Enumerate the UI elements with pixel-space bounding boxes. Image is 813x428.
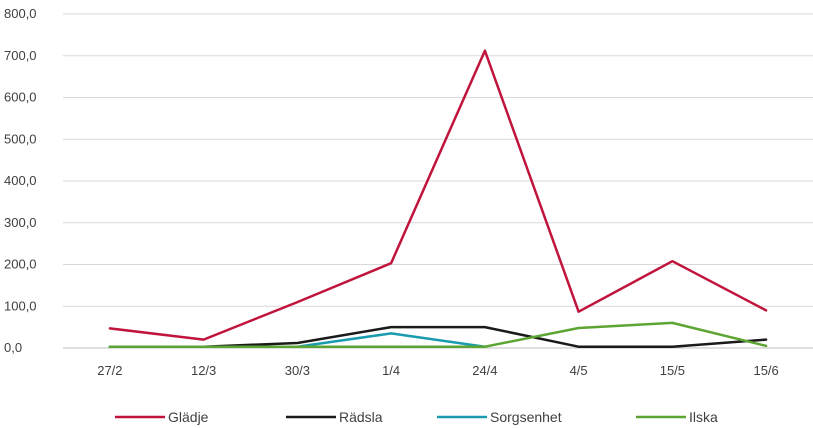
- x-tick-label: 15/5: [660, 363, 685, 378]
- legend: Glädje Rädsla Sorgsenhet Ilska: [115, 409, 718, 425]
- y-tick-label: 100,0: [4, 298, 37, 313]
- y-tick-label: 400,0: [4, 173, 37, 188]
- x-axis-ticks: 27/2 12/3 30/3 1/4 24/4 4/5 15/5 15/6: [97, 363, 779, 378]
- y-tick-label: 500,0: [4, 131, 37, 146]
- x-tick-label: 24/4: [472, 363, 497, 378]
- legend-label: Ilska: [689, 409, 718, 425]
- series-line-gl-dje: [108, 49, 768, 341]
- x-tick-label: 15/6: [753, 363, 778, 378]
- x-tick-label: 27/2: [97, 363, 122, 378]
- series-lines: [108, 49, 768, 348]
- y-axis-ticks: 0,0 100,0 200,0 300,0 400,0 500,0 600,0 700,0 80…: [4, 6, 37, 355]
- legend-label: Rädsla: [339, 409, 383, 425]
- y-tick-label: 700,0: [4, 48, 37, 63]
- legend-label: Sorgsenhet: [490, 409, 562, 425]
- y-tick-label: 600,0: [4, 90, 37, 105]
- series-line-ilska: [108, 321, 768, 348]
- y-tick-label: 0,0: [4, 340, 22, 355]
- legend-label: Glädje: [168, 409, 209, 425]
- gridlines: [63, 13, 813, 307]
- y-tick-label: 300,0: [4, 215, 37, 230]
- x-tick-label: 12/3: [191, 363, 216, 378]
- y-tick-label: 800,0: [4, 6, 37, 21]
- x-tick-label: 4/5: [570, 363, 588, 378]
- x-tick-label: 30/3: [285, 363, 310, 378]
- y-tick-label: 200,0: [4, 257, 37, 272]
- x-tick-label: 1/4: [382, 363, 400, 378]
